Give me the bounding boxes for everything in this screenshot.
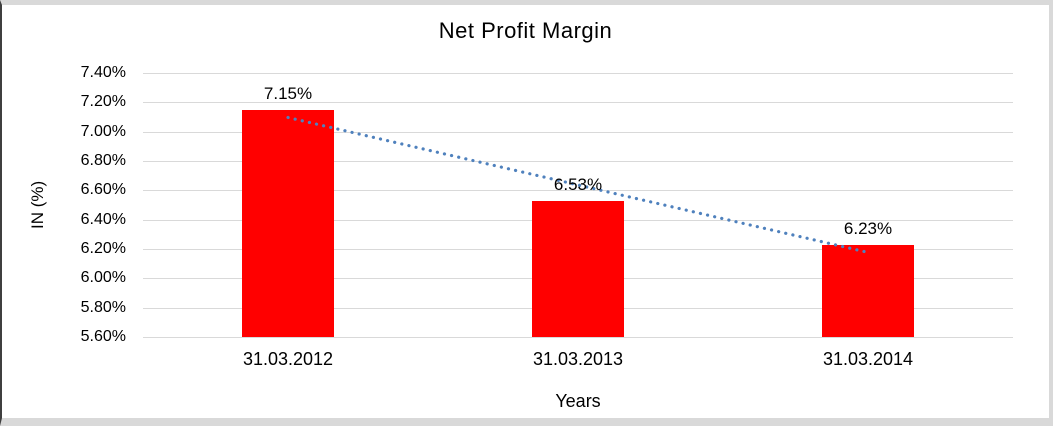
bar-31.03.2014 — [822, 244, 914, 337]
y-tick-label: 6.40% — [80, 210, 126, 228]
data-label: 6.23% — [843, 218, 893, 238]
gridline — [143, 189, 1013, 191]
gridline — [143, 101, 1013, 103]
trendline — [286, 115, 870, 255]
data-label: 6.53% — [553, 174, 603, 194]
gridline — [143, 336, 1013, 338]
chart-title: Net Profit Margin — [438, 18, 613, 43]
y-tick-label: 6.00% — [80, 269, 126, 287]
y-tick-label: 5.60% — [80, 328, 126, 345]
gridline — [143, 160, 1013, 162]
gridline — [143, 131, 1013, 133]
y-tick-label: 6.60% — [80, 181, 126, 199]
bar-31.03.2013 — [532, 200, 624, 337]
y-tick-label: 7.20% — [80, 93, 126, 111]
plot-area: 7.15% 6.53% 6.23% — [143, 72, 1013, 338]
y-tick-label: 6.80% — [80, 152, 126, 169]
bar-31.03.2012 — [242, 109, 334, 337]
y-tick-label: 7.00% — [80, 122, 126, 140]
x-axis-title: Years — [555, 391, 601, 411]
x-tick-label: 31.03.2012 — [242, 349, 334, 369]
y-tick-label: 6.20% — [80, 240, 126, 257]
gridline — [143, 72, 1013, 74]
y-tick-label: 5.80% — [80, 298, 126, 316]
x-tick-label: 31.03.2013 — [532, 349, 624, 369]
data-label: 7.15% — [263, 83, 313, 103]
x-tick-label: 31.03.2014 — [822, 349, 914, 369]
y-axis-title: IN (%) — [28, 180, 47, 230]
y-tick-label: 7.40% — [80, 64, 126, 81]
